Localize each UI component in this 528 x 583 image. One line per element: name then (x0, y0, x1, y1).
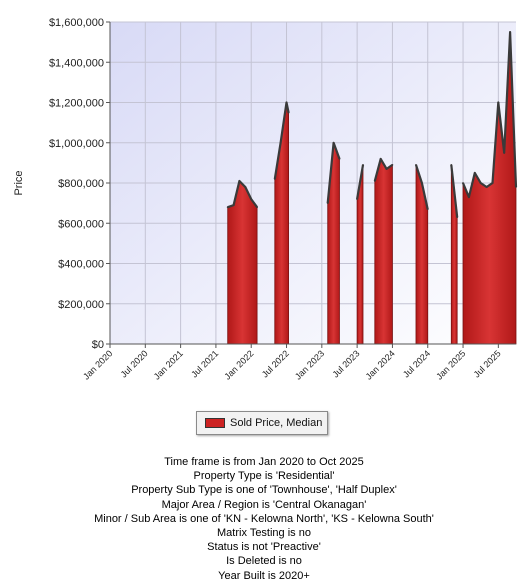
data-point (373, 180, 376, 182)
series-line (450, 164, 459, 218)
y-tick-label: $1,600,000 (49, 17, 104, 29)
data-point (338, 158, 341, 160)
data-point (479, 182, 482, 184)
data-point (244, 186, 247, 188)
data-point (279, 141, 282, 144)
data-point (450, 164, 453, 166)
data-point (385, 168, 388, 170)
series-line (461, 31, 518, 199)
data-point (379, 158, 382, 160)
data-point (391, 164, 394, 166)
data-point (356, 198, 358, 201)
y-tick-label: $200,000 (58, 299, 104, 311)
y-tick-label: $800,000 (58, 178, 104, 190)
data-point (456, 216, 459, 219)
data-point (287, 111, 290, 114)
criteria-line: Time frame is from Jan 2020 to Oct 2025 (164, 456, 364, 468)
data-point (485, 186, 488, 188)
x-tick-label: Jan 2021 (152, 348, 185, 381)
series-line (227, 179, 258, 209)
x-tick-label: Jan 2022 (222, 348, 255, 381)
data-point (462, 182, 464, 184)
x-tick-label: Jan 2023 (293, 348, 326, 381)
y-tick-label: $0 (92, 339, 104, 351)
data-point (238, 180, 241, 182)
data-point (285, 101, 288, 104)
data-point (473, 172, 476, 174)
criteria-line: Property Sub Type is one of 'Townhouse',… (131, 484, 397, 497)
x-tick-label: Jul 2023 (330, 348, 361, 379)
x-tick-label: Jan 2020 (81, 348, 114, 381)
y-axis-title: Price (13, 170, 25, 195)
x-tick-label: Jul 2020 (119, 348, 150, 379)
y-tick-label: $1,000,000 (49, 138, 104, 150)
data-point (256, 206, 258, 209)
criteria-line: Major Area / Region is 'Central Okanagan… (161, 498, 367, 511)
data-point (415, 164, 417, 166)
data-point (503, 151, 506, 154)
data-point (421, 182, 423, 184)
x-tick-label: Jan 2025 (434, 348, 467, 381)
search-criteria: Time frame is from Jan 2020 to Oct 2025 P… (0, 455, 528, 583)
series-line (373, 157, 394, 182)
criteria-line: Property Type is 'Residential' (193, 470, 335, 483)
x-axis-ticks: Jan 2020 Jul 2020 Jan 2021 Jul 2021 Jan 2022… (81, 344, 503, 382)
series-sold-price-median (226, 31, 518, 345)
data-point (362, 164, 364, 166)
data-point (326, 202, 329, 205)
y-tick-label: $600,000 (58, 218, 104, 230)
legend-label: Sold Price, Median (230, 417, 323, 429)
criteria-line: Is Deleted is no (226, 555, 302, 568)
data-point (426, 208, 429, 211)
x-tick-label: Jul 2025 (472, 348, 503, 379)
series-line (273, 101, 290, 180)
legend: Sold Price, Median (196, 411, 328, 435)
series-line (356, 164, 365, 200)
legend-swatch (205, 418, 225, 428)
y-tick-label: $1,200,000 (49, 98, 104, 110)
x-tick-label: Jan 2024 (364, 348, 397, 381)
data-point (497, 101, 500, 104)
price-chart: $0 $200,000 $400,000 $600,000 $800,000 $1,000… (13, 17, 518, 382)
criteria-line: Minor / Sub Area is one of 'KN - Kelowna… (94, 512, 434, 525)
criteria-line: Status is not 'Preactive' (207, 541, 321, 554)
x-tick-label: Jul 2024 (401, 348, 432, 379)
x-tick-label: Jul 2022 (260, 348, 291, 379)
x-tick-label: Jul 2021 (189, 348, 220, 379)
data-point (468, 196, 470, 199)
area-segment (374, 157, 393, 345)
criteria-line: Year Built is 2020+ (218, 569, 310, 582)
data-point (273, 178, 276, 180)
criteria-line: Matrix Testing is no (217, 527, 311, 540)
data-point (250, 198, 253, 201)
data-point (232, 204, 235, 207)
y-axis-ticks: $0 $200,000 $400,000 $600,000 $800,000 $1,000… (49, 17, 110, 351)
y-tick-label: $1,400,000 (49, 57, 104, 69)
data-point (332, 141, 335, 144)
data-point (509, 31, 511, 33)
y-tick-label: $400,000 (58, 259, 104, 271)
data-point (515, 186, 517, 188)
data-point (491, 182, 494, 184)
data-point (226, 206, 229, 209)
